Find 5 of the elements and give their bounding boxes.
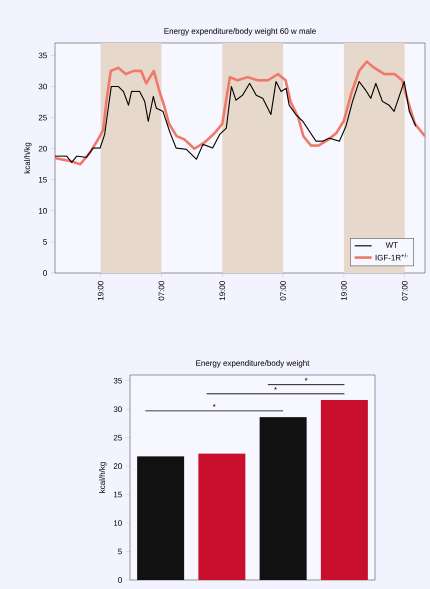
bar [198,454,246,580]
bar [320,400,368,580]
bar [260,417,307,580]
bar [137,456,184,580]
line-series [55,60,425,166]
